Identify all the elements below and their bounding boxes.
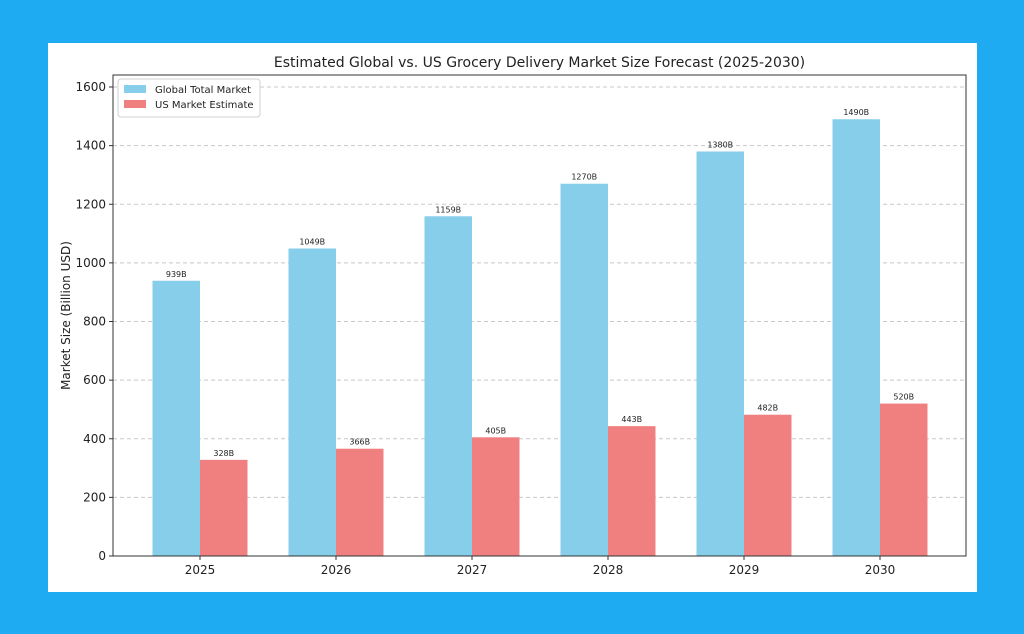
- x-tick-label: 2030: [865, 563, 896, 577]
- legend: Global Total Market US Market Estimate: [117, 78, 261, 118]
- x-tick-label: 2028: [593, 563, 624, 577]
- bar: [288, 248, 336, 556]
- bar-value-label: 1049B: [299, 238, 325, 247]
- bar-value-label: 1159B: [435, 205, 461, 214]
- bar: [608, 426, 656, 556]
- bar-value-label: 328B: [213, 449, 234, 458]
- bar-value-label: 520B: [893, 393, 914, 402]
- x-tick-label: 2025: [185, 563, 216, 577]
- bar-value-label: 1270B: [571, 173, 597, 182]
- y-axis: 0 200 400 600 800 1000 1200 1400 1600: [75, 80, 113, 563]
- legend-swatch: [124, 100, 146, 108]
- plot-frame: [112, 74, 967, 557]
- bar: [424, 216, 472, 556]
- bar-value-label: 443B: [621, 415, 642, 424]
- chart-title: Estimated Global vs. US Grocery Delivery…: [274, 55, 805, 71]
- bar: [472, 437, 520, 556]
- bar: [696, 151, 744, 557]
- bar: [200, 459, 248, 556]
- bar: [560, 183, 608, 556]
- y-tick-label: 200: [83, 490, 106, 504]
- y-tick-label: 0: [98, 549, 106, 563]
- x-axis: 2025 2026 2027 2028 2029 2030: [185, 556, 896, 577]
- y-tick-label: 1200: [75, 197, 106, 211]
- bar-value-label: 1490B: [843, 108, 869, 117]
- legend-label: US Market Estimate: [155, 100, 254, 111]
- bar-value-label: 939B: [166, 270, 187, 279]
- legend-label: Global Total Market: [155, 85, 251, 96]
- bar-value-label: 1380B: [707, 140, 733, 149]
- bar-value-label: 366B: [349, 438, 370, 447]
- bar-chart: Estimated Global vs. US Grocery Delivery…: [59, 55, 967, 577]
- x-tick-label: 2026: [321, 563, 352, 577]
- y-axis-label: Market Size (Billion USD): [59, 241, 73, 390]
- y-tick-label: 600: [83, 373, 106, 387]
- bar: [880, 403, 928, 556]
- y-tick-label: 1000: [75, 256, 106, 270]
- x-tick-label: 2027: [457, 563, 488, 577]
- bar: [152, 280, 200, 556]
- gridlines: [113, 86, 966, 498]
- bar: [336, 448, 384, 556]
- bar-value-label: 405B: [485, 426, 506, 435]
- x-tick-label: 2029: [729, 563, 760, 577]
- bars: 939B 328B 1049B 366B 1159B 405B 1270B 443B 1380B…: [152, 108, 928, 557]
- chart-card: Estimated Global vs. US Grocery Delivery…: [48, 43, 977, 592]
- bar: [832, 119, 880, 557]
- y-tick-label: 1400: [75, 139, 106, 153]
- legend-box: [117, 78, 261, 118]
- y-tick-label: 400: [83, 432, 106, 446]
- y-tick-label: 800: [83, 315, 106, 329]
- y-tick-label: 1600: [75, 80, 106, 94]
- bar: [744, 414, 792, 556]
- legend-swatch: [124, 85, 146, 93]
- bar-value-label: 482B: [757, 404, 778, 413]
